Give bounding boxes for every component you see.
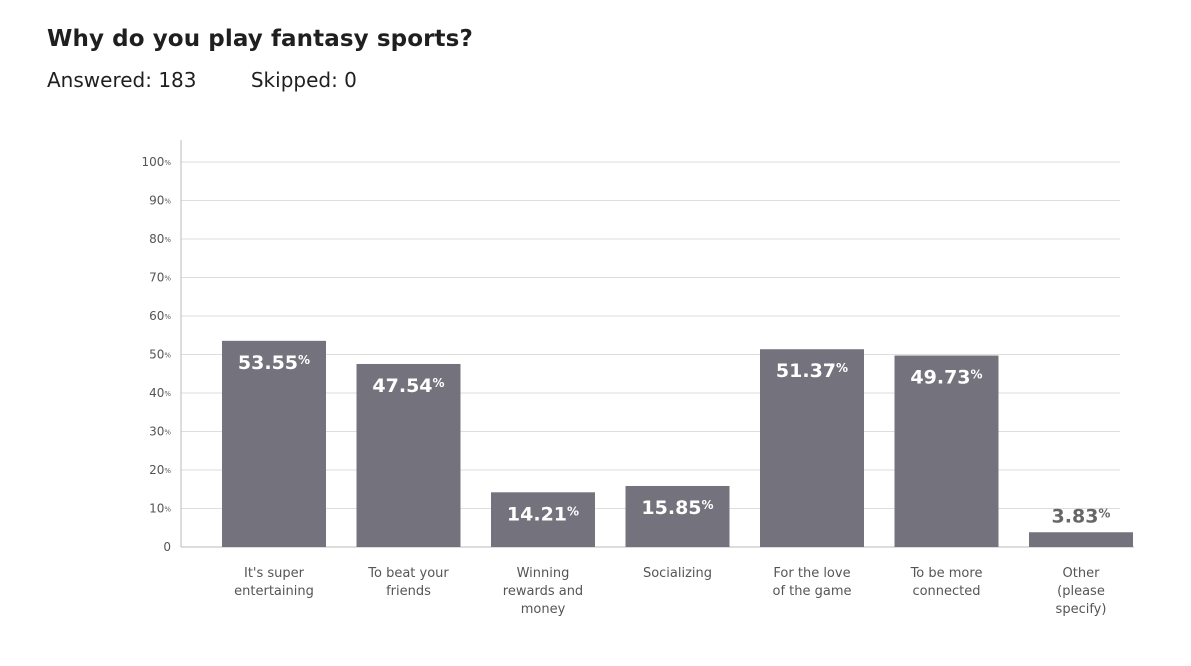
- bar: [491, 492, 595, 547]
- y-tick-label: 70%: [149, 271, 171, 285]
- x-category-label: Other (please specify): [1056, 566, 1107, 617]
- y-tick-label: 80%: [149, 232, 171, 246]
- x-category-label: Winning rewards and money: [503, 566, 583, 617]
- question-title: Why do you play fantasy sports?: [47, 26, 473, 52]
- bar-value-label: 15.85%: [641, 497, 713, 519]
- y-tick-label: 30%: [149, 425, 171, 439]
- x-category-label: For the love of the game: [772, 566, 851, 599]
- bar: [356, 363, 461, 547]
- bar-value-label: 49.73%: [910, 367, 982, 389]
- bar: [222, 340, 326, 547]
- skipped-count: Skipped: 0: [250, 68, 357, 92]
- y-tick-label: 90%: [149, 194, 171, 208]
- y-tick-label: 0: [163, 540, 171, 554]
- x-category-label: To beat your friends: [367, 566, 449, 599]
- answered-count: Answered: 183: [47, 68, 197, 92]
- bar-value-label: 14.21%: [507, 503, 579, 525]
- y-tick-label: 40%: [149, 386, 171, 400]
- y-tick-label: 100%: [141, 155, 171, 169]
- x-category-label: It's super entertaining: [234, 566, 314, 599]
- y-tick-label: 10%: [149, 502, 171, 516]
- response-stats: Answered: 183 Skipped: 0: [47, 68, 357, 92]
- y-tick-label: 60%: [149, 309, 171, 323]
- bar-value-label: 47.54%: [372, 375, 444, 397]
- bar: [760, 349, 864, 547]
- bar: [625, 485, 730, 547]
- bar: [894, 355, 999, 547]
- bar-value-label: 53.55%: [238, 352, 310, 374]
- x-category-label: Socializing: [643, 566, 712, 581]
- x-category-label: To be more connected: [910, 566, 983, 599]
- y-tick-label: 20%: [149, 463, 171, 477]
- y-tick-label: 50%: [149, 348, 171, 362]
- bar: [1029, 532, 1133, 547]
- bar-value-label: 3.83%: [1052, 505, 1111, 527]
- bar-value-label: 51.37%: [776, 360, 848, 382]
